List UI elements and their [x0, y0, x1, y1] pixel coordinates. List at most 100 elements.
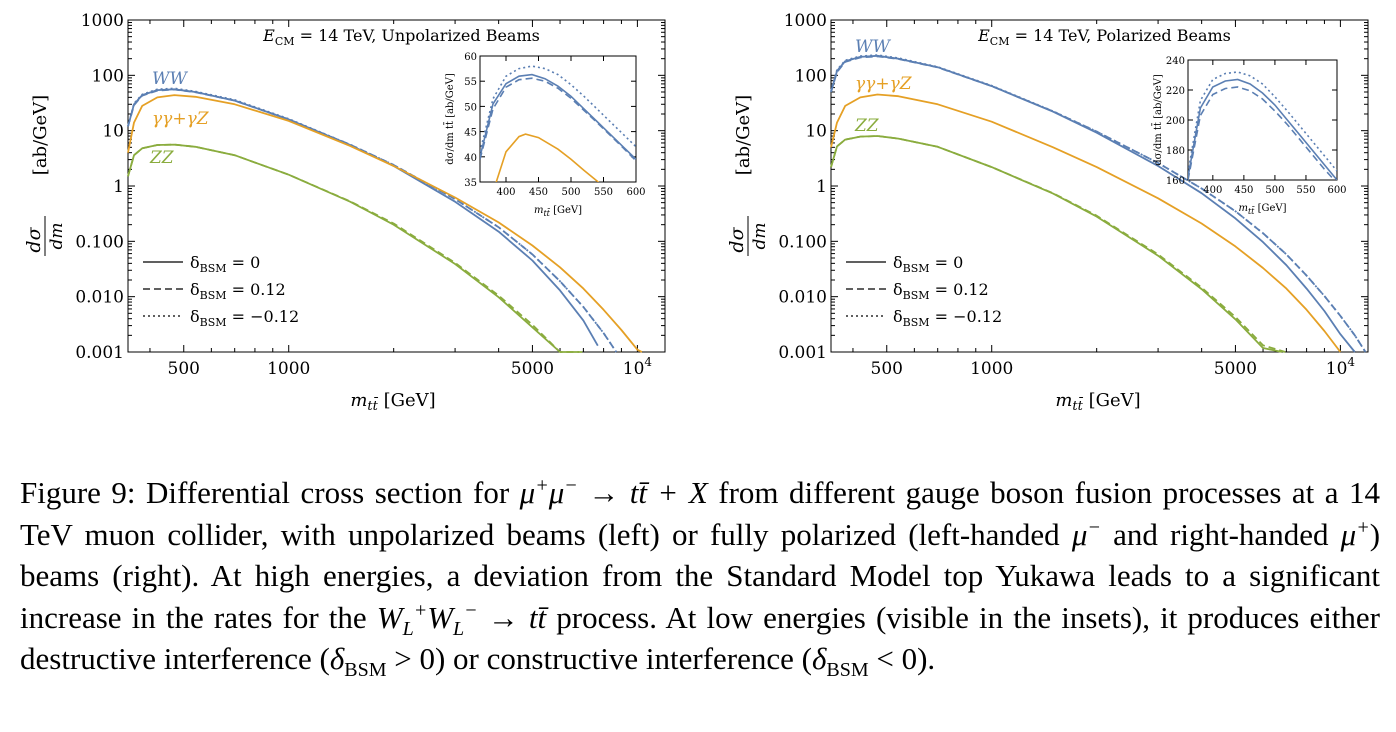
y-tick-label: 10: [102, 122, 124, 142]
y-axis-label: dσ dm [ab/GeV]: [726, 95, 770, 256]
x-tick-label: 104: [1326, 355, 1356, 379]
inset-y-tick-label: 45: [464, 128, 477, 139]
y-tick-label: 0.001: [778, 343, 827, 363]
y-tick-label: 100: [92, 66, 124, 86]
inset-x-tick-label: 600: [1327, 185, 1346, 196]
y-tick-label: 0.010: [75, 288, 124, 308]
inset-y-axis-label: dσ/dm tt̄ [ab/GeV]: [444, 73, 456, 165]
y-tick-label: 0.010: [778, 288, 827, 308]
inset-plot: 160 180 200 220 240 400 450 500 550 600 mtt̄ [GeV]…: [1152, 56, 1347, 216]
series-line: [127, 88, 618, 353]
plot-title: ECM = 14 TeV, Unpolarized Beams: [262, 26, 540, 48]
inset-x-tick-label: 500: [1265, 185, 1284, 196]
caption-text-7: ).: [917, 641, 936, 676]
y-axis-label-num: dσ: [23, 226, 45, 252]
curve-label: ZZ: [149, 148, 175, 168]
caption-text-4: ) beams (right). At high energies, a dev…: [20, 516, 1381, 635]
curve-label: WW: [152, 69, 188, 89]
x-axis-label: mtt̄ [GeV]: [1055, 390, 1140, 414]
series-line: [830, 135, 1286, 353]
y-tick-label: 0.001: [75, 343, 124, 363]
x-tick-label: 5000: [511, 359, 554, 379]
series-line: [127, 94, 643, 353]
y-tick-label: 1000: [81, 11, 124, 31]
inset-y-axis-label: dσ/dm tt̄ [ab/GeV]: [1152, 74, 1164, 166]
figure-plots: 0.001 0.010 0.100 1 10 100 1000 500 1000 5000 104 W…: [23, 11, 1369, 414]
caption-label: Figure 9:: [20, 475, 136, 510]
caption-text-6: ) or constructive interference (: [434, 641, 812, 676]
inset-series-line: [1188, 71, 1337, 173]
inset-series-line: [480, 65, 636, 152]
x-tick-label: 104: [623, 355, 653, 379]
series-line: [830, 54, 1367, 353]
inset-x-tick-label: 600: [626, 187, 645, 198]
series-line: [127, 87, 618, 353]
inset-x-tick-label: 400: [496, 187, 515, 198]
legend-label: δBSM = 0.12: [190, 280, 286, 302]
y-axis-label-num: dσ: [726, 226, 748, 252]
y-tick-label: 10: [805, 122, 827, 142]
caption-math-delta-neg: δBSM < 0: [811, 641, 918, 682]
inset-y-tick-label: 180: [1166, 146, 1185, 157]
inset-x-tick-label: 550: [594, 187, 613, 198]
series-line: [830, 93, 1342, 353]
legend-label: δBSM = 0: [190, 253, 260, 275]
curve-label: γγ+γZ: [152, 109, 210, 129]
y-axis-label-den: dm: [47, 222, 67, 249]
inset-y-tick-label: 35: [464, 178, 477, 189]
x-tick-label: 1000: [970, 359, 1013, 379]
y-tick-label: 0.100: [778, 232, 827, 252]
inset-series-line: [1188, 86, 1336, 180]
plot-polarized: 0.001 0.010 0.100 1 10 100 1000 500 1000 5000 104 W…: [726, 11, 1369, 414]
curve-label: WW: [855, 37, 891, 57]
inset-x-tick-label: 400: [1203, 185, 1222, 196]
caption-math-muplus: μ+: [1340, 516, 1370, 552]
inset-y-tick-label: 240: [1166, 56, 1185, 67]
y-axis-label: dσ dm [ab/GeV]: [23, 95, 67, 256]
y-axis-label-unit: [ab/GeV]: [733, 95, 754, 175]
series-line: [127, 143, 583, 353]
caption-text-1: Differential cross section for: [146, 475, 510, 510]
curve-label: ZZ: [854, 116, 880, 136]
x-tick-label: 5000: [1214, 359, 1257, 379]
inset-frame: [479, 55, 637, 183]
inset-y-tick-label: 40: [464, 153, 477, 164]
inset-series-line: [1188, 78, 1337, 180]
caption-text-3: and right-handed: [1113, 516, 1329, 552]
inset-y-tick-label: 60: [464, 52, 477, 63]
y-tick-label: 1: [816, 177, 827, 197]
inset-x-tick-label: 500: [561, 187, 580, 198]
x-tick-label: 1000: [267, 359, 310, 379]
legend-label: δBSM = −0.12: [893, 307, 1002, 329]
y-axis-label-den: dm: [750, 222, 770, 249]
x-tick-label: 500: [871, 359, 903, 379]
inset-x-axis-label: mtt̄ [GeV]: [534, 205, 582, 218]
inset-x-tick-label: 450: [1234, 185, 1253, 196]
caption-math-wlwl: WL+WL− → tt̄: [376, 599, 547, 640]
inset-y-tick-label: 200: [1166, 116, 1185, 127]
inset-series-line: [495, 133, 600, 182]
inset-series-line: [480, 77, 636, 162]
caption-math-muminus: μ−: [1071, 516, 1101, 552]
curve-label: γγ+γZ: [855, 74, 913, 94]
y-tick-label: 1000: [784, 11, 827, 31]
plot-title: ECM = 14 TeV, Polarized Beams: [977, 26, 1231, 48]
legend-label: δBSM = 0: [893, 253, 963, 275]
caption-text-2: from different gauge boson fusion proces…: [20, 475, 1380, 552]
y-axis-label-unit: [ab/GeV]: [30, 95, 51, 175]
x-axis-label: mtt̄ [GeV]: [350, 390, 435, 414]
caption-math-delta-pos: δBSM > 0: [329, 641, 435, 682]
x-tick-label: 500: [168, 359, 200, 379]
y-tick-label: 100: [795, 66, 827, 86]
legend-label: δBSM = 0.12: [893, 280, 989, 302]
y-tick-label: 1: [113, 177, 124, 197]
plot-unpolarized: 0.001 0.010 0.100 1 10 100 1000 500 1000 5000 104 W…: [23, 11, 666, 414]
y-tick-label: 0.100: [75, 232, 124, 252]
inset-y-tick-label: 220: [1166, 86, 1185, 97]
caption-math-process: μ+μ− → tt̄ + X: [519, 474, 708, 510]
inset-y-tick-label: 50: [464, 102, 477, 113]
inset-frame: [1187, 59, 1338, 181]
figure-caption: Figure 9: Differential cross section for…: [20, 472, 1380, 680]
inset-x-tick-label: 550: [1296, 185, 1315, 196]
inset-x-tick-label: 450: [529, 187, 548, 198]
